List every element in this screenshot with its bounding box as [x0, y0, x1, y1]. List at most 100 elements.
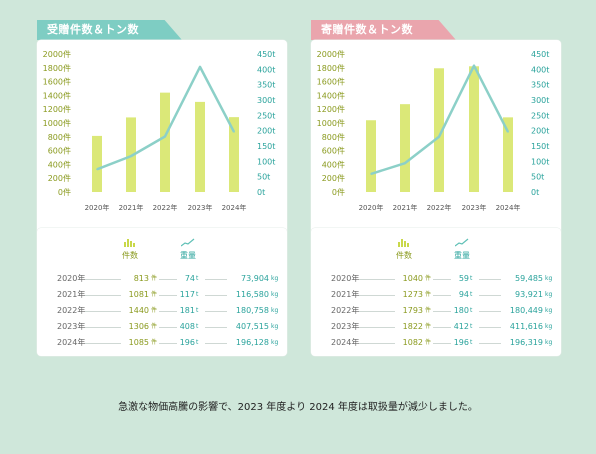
weight-point-2020年: [96, 168, 98, 171]
row-count-unit: 件: [151, 307, 158, 314]
legend-weight-label: 重量: [454, 251, 470, 260]
table-row: 2020年 1040 件 59 t 59,485 kg: [311, 273, 561, 285]
x-tick: 2024年: [496, 203, 521, 212]
legend-count: 件数: [389, 238, 419, 261]
row-count: 813: [133, 274, 149, 283]
leader-line: [85, 279, 121, 280]
y-left-tick: 1800件: [43, 63, 71, 73]
donated-chart: 0件 200件 400件 600件 800件 1000件 1200件 1400件 1600件 18…: [317, 49, 550, 212]
weight-point-2020年: [370, 173, 372, 175]
row-kg: 180,758: [235, 306, 269, 315]
legend-weight: 重量: [447, 238, 477, 261]
weight-point-2022年: [438, 136, 440, 138]
legend-count-label: 件数: [122, 251, 138, 260]
row-year: 2022年: [57, 306, 86, 315]
weight-point-2024年: [233, 131, 235, 133]
leader-line: [359, 279, 395, 280]
table-row: 2021年 1081 件 117 t 116,580 kg: [37, 289, 287, 301]
y-left-tick: 400件: [322, 159, 345, 169]
leader-line: [85, 327, 121, 328]
leader-line: [359, 343, 395, 344]
line-chart-icon: [181, 238, 195, 247]
leader-line: [159, 311, 177, 312]
row-count: 1440: [128, 306, 149, 315]
x-tick: 2023年: [462, 203, 487, 212]
leader-line: [479, 279, 501, 280]
y-right-tick: 50t: [531, 173, 544, 182]
weight-point-2022年: [164, 135, 166, 138]
row-kg-unit: kg: [545, 323, 553, 330]
row-year: 2024年: [57, 338, 86, 347]
y-left-tick: 400件: [48, 159, 71, 169]
row-count-unit: 件: [151, 291, 158, 298]
weight-point-2023年: [199, 66, 201, 68]
leader-line: [205, 343, 227, 344]
donated-chart-card: 0件 200件 400件 600件 800件 1000件 1200件 1400件 1600件 18…: [311, 40, 561, 237]
bar-chart-icon: [398, 239, 409, 247]
leader-line: [85, 311, 121, 312]
row-tons-unit: t: [196, 275, 199, 282]
leader-line: [359, 295, 395, 296]
table-row: 2022年 1440 件 181 t 180,758 kg: [37, 305, 287, 317]
leader-line: [159, 327, 177, 328]
row-count: 1793: [402, 306, 423, 315]
row-kg: 411,616: [509, 322, 543, 331]
row-tons: 94: [458, 290, 469, 299]
row-kg-unit: kg: [271, 307, 279, 314]
received-chart: 0件 200件 400件 600件 800件 1000件 1200件 1400件 1600件 18…: [43, 49, 276, 212]
row-count-unit: 件: [425, 339, 432, 346]
row-year: 2023年: [331, 322, 360, 331]
row-tons: 180: [453, 306, 469, 315]
y-left-tick: 0件: [332, 187, 345, 197]
y-right-tick: 100t: [531, 157, 549, 166]
received-table-card: 件数 重量 2020年 813 件 74 t 73,904 kg 2021年 1081 件 117 t…: [37, 228, 287, 356]
leader-line: [159, 279, 177, 280]
table-row: 2023年 1822 件 412 t 411,616 kg: [311, 321, 561, 333]
y-left-tick: 1000件: [317, 118, 345, 128]
row-year: 2024年: [331, 338, 360, 347]
leader-line: [159, 295, 177, 296]
row-tons-unit: t: [196, 339, 199, 346]
row-year: 2020年: [57, 274, 86, 283]
row-kg: 59,485: [515, 274, 543, 283]
leader-line: [85, 295, 121, 296]
row-kg-unit: kg: [545, 291, 553, 298]
bar-chart-icon: [124, 239, 135, 247]
y-right-tick: 450t: [257, 50, 275, 59]
leader-line: [205, 279, 227, 280]
leader-line: [433, 327, 451, 328]
leader-line: [433, 343, 451, 344]
row-count-unit: 件: [425, 323, 432, 330]
row-kg-unit: kg: [545, 307, 553, 314]
x-tick: 2022年: [427, 203, 452, 212]
row-tons: 408: [179, 322, 195, 331]
y-right-tick: 50t: [257, 173, 270, 182]
y-right-tick: 350t: [531, 81, 549, 90]
row-kg-unit: kg: [271, 291, 279, 298]
bar-2020年: [366, 120, 376, 192]
y-right-tick: 200t: [257, 127, 275, 136]
leader-line: [479, 343, 501, 344]
row-count: 1822: [402, 322, 423, 331]
row-tons-unit: t: [470, 307, 473, 314]
row-tons-unit: t: [196, 307, 199, 314]
y-left-tick: 2000件: [43, 49, 71, 59]
y-right-tick: 150t: [257, 142, 275, 151]
row-tons: 196: [453, 338, 469, 347]
row-kg-unit: kg: [545, 339, 553, 346]
y-right-tick: 400t: [257, 65, 275, 74]
footnote: 急激な物価高騰の影響で、2023 年度より 2024 年度は取扱量が減少しました…: [118, 402, 478, 413]
row-tons-unit: t: [470, 323, 473, 330]
row-tons: 196: [179, 338, 195, 347]
donated-panel-title: 寄贈件数＆トン数: [311, 20, 456, 40]
leader-line: [159, 343, 177, 344]
bar-2022年: [434, 68, 444, 192]
legend-weight-label: 重量: [180, 251, 196, 260]
row-tons: 412: [453, 322, 469, 331]
y-right-tick: 100t: [257, 157, 275, 166]
weight-point-2021年: [404, 162, 406, 164]
y-left-tick: 800件: [322, 132, 345, 142]
row-count-unit: 件: [151, 339, 158, 346]
leader-line: [205, 311, 227, 312]
row-year: 2023年: [57, 322, 86, 331]
